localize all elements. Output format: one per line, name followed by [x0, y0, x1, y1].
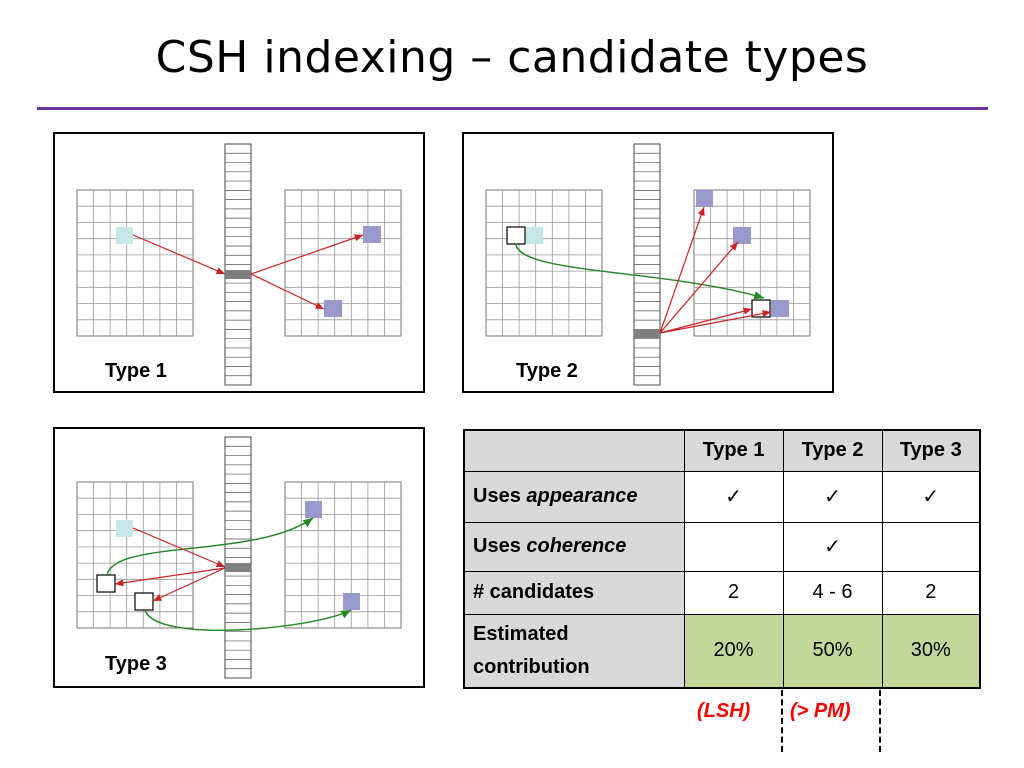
page-title: CSH indexing – candidate types	[155, 32, 869, 83]
contribution-cell: 50%	[782, 613, 883, 689]
panel-type-1: Type 1	[53, 132, 425, 393]
hash-table-column	[224, 436, 252, 679]
source-patch	[526, 227, 543, 244]
panel-label: Type 1	[105, 360, 167, 382]
type-2-diagram	[485, 143, 811, 386]
target-patch	[771, 300, 789, 317]
type-3-diagram	[76, 436, 402, 679]
table-cell	[881, 521, 981, 572]
column-header: Type 2	[782, 429, 883, 472]
column-header: Type 1	[683, 429, 784, 472]
panel-label: Type 3	[105, 653, 167, 675]
appearance-arrows	[132, 234, 364, 310]
row-label: Estimated contribution	[463, 613, 685, 689]
target-image-grid	[284, 189, 402, 337]
dashed-divider	[781, 690, 783, 752]
source-image-grid	[76, 481, 194, 629]
check-mark: ✓	[782, 521, 883, 572]
table-row: Estimated contribution 20% 50% 30%	[463, 613, 981, 689]
table-cell: 2	[881, 570, 981, 615]
target-image-grid	[693, 189, 811, 337]
panel-type-2: Type 2	[462, 132, 834, 393]
source-image-grid	[485, 189, 603, 337]
neighbor-patch	[134, 592, 154, 611]
table-cell: 4 - 6	[782, 570, 883, 615]
appearance-arrows	[659, 206, 772, 334]
target-patch	[696, 190, 713, 207]
table-row: Uses coherence ✓	[463, 521, 981, 572]
table-row: Uses appearance ✓ ✓ ✓	[463, 470, 981, 523]
target-patch	[733, 227, 751, 244]
panel-label: Type 2	[516, 360, 578, 382]
row-label: Uses coherence	[463, 521, 685, 572]
pm-annotation: (> PM)	[790, 700, 851, 722]
hash-bin	[225, 270, 251, 279]
hash-bin	[634, 329, 660, 338]
check-mark: ✓	[683, 470, 784, 523]
table-cell	[683, 521, 784, 572]
table-corner-cell	[463, 429, 685, 472]
target-patch	[324, 300, 342, 317]
lsh-annotation: (LSH)	[697, 700, 751, 722]
column-header: Type 3	[881, 429, 981, 472]
neighbor-patch	[506, 226, 526, 245]
target-patch	[305, 501, 322, 518]
dashed-divider	[879, 690, 881, 752]
target-image-grid	[284, 481, 402, 629]
coherence-arrows	[515, 243, 765, 300]
table-header-row: Type 1 Type 2 Type 3	[463, 429, 981, 472]
hash-table-column	[633, 143, 661, 386]
source-patch	[116, 227, 133, 244]
type-1-diagram	[76, 143, 402, 386]
neighbor-patch	[96, 574, 116, 593]
table-row: # candidates 2 4 - 6 2	[463, 570, 981, 615]
row-label: Uses appearance	[463, 470, 685, 523]
table-cell: 2	[683, 570, 784, 615]
check-mark: ✓	[881, 470, 981, 523]
check-mark: ✓	[782, 470, 883, 523]
row-label: # candidates	[463, 570, 685, 615]
contribution-cell: 20%	[683, 613, 784, 689]
contribution-cell: 30%	[881, 613, 981, 689]
candidate-comparison-table: Type 1 Type 2 Type 3 Uses appearance ✓ ✓…	[463, 429, 981, 689]
source-image-grid	[76, 189, 194, 337]
hash-table-column	[224, 143, 252, 386]
source-patch	[116, 520, 133, 537]
hash-bin	[225, 563, 251, 572]
target-patch	[363, 226, 381, 243]
panel-type-3: Type 3	[53, 427, 425, 688]
appearance-arrows	[114, 527, 226, 602]
coherence-arrows	[106, 517, 352, 631]
title-divider	[37, 107, 988, 110]
target-patch	[343, 593, 360, 610]
